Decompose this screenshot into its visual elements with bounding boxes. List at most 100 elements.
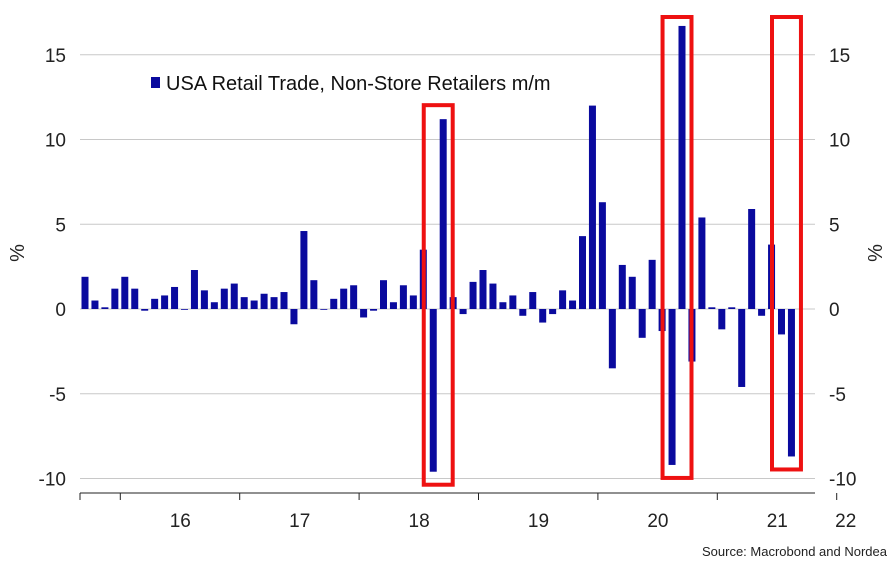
bar xyxy=(439,119,447,309)
legend-label: USA Retail Trade, Non-Store Retailers m/… xyxy=(166,73,551,95)
bar xyxy=(787,309,795,457)
legend: USA Retail Trade, Non-Store Retailers m/… xyxy=(151,73,551,95)
bar xyxy=(569,300,577,309)
y-tick-label: 0 xyxy=(829,300,840,321)
bar xyxy=(499,302,507,309)
bar xyxy=(648,259,656,309)
bar xyxy=(350,285,358,309)
y-tick-label: 5 xyxy=(829,215,840,236)
bar xyxy=(210,302,218,309)
bar xyxy=(778,309,785,335)
y-tick-label: 5 xyxy=(55,215,66,236)
bar xyxy=(370,309,378,311)
bar xyxy=(190,270,198,309)
bar xyxy=(181,309,188,310)
bar xyxy=(608,309,616,369)
bar xyxy=(360,309,368,318)
bar xyxy=(230,283,238,309)
y-axis-left-label: % xyxy=(7,244,29,262)
y-tick-label: -10 xyxy=(829,470,856,491)
bar xyxy=(519,309,527,316)
y-tick-label: -5 xyxy=(829,385,846,406)
bar xyxy=(728,307,736,309)
bar xyxy=(718,309,726,330)
bar xyxy=(698,217,706,309)
bar xyxy=(559,290,567,309)
bar xyxy=(320,309,328,310)
source-note: Source: Macrobond and Nordea xyxy=(701,544,887,559)
bar xyxy=(101,307,109,309)
bar xyxy=(290,309,298,325)
bar xyxy=(598,202,606,309)
x-tick-label: 19 xyxy=(528,511,549,532)
highlight-boxes xyxy=(421,15,803,487)
bar xyxy=(330,298,338,309)
bar xyxy=(131,288,139,309)
bar xyxy=(121,276,129,309)
y-tick-label: 10 xyxy=(45,131,66,152)
y-tick-label: 0 xyxy=(55,300,66,321)
bar xyxy=(220,288,228,309)
bar xyxy=(389,302,397,309)
bar xyxy=(579,236,586,309)
bar xyxy=(300,231,308,309)
bar xyxy=(310,280,318,309)
bar xyxy=(270,297,278,309)
bar xyxy=(91,300,99,309)
bar xyxy=(588,105,596,309)
y-axis-left: 15 10 5 0 -5 -10 xyxy=(39,46,66,491)
bar xyxy=(111,288,119,309)
y-tick-label: 15 xyxy=(45,46,66,67)
bar xyxy=(509,295,517,309)
bar xyxy=(748,208,756,309)
highlight-box xyxy=(421,103,455,487)
legend-swatch xyxy=(151,77,160,88)
y-axis-right-label: % xyxy=(865,244,887,262)
highlight-box xyxy=(770,15,803,472)
bar xyxy=(171,286,179,309)
bar xyxy=(628,276,636,309)
y-tick-label: 15 xyxy=(829,46,850,67)
y-axis-right: 15 10 5 0 -5 -10 xyxy=(829,46,856,491)
x-tick-label: 20 xyxy=(647,511,668,532)
highlight-box xyxy=(660,15,694,480)
bar xyxy=(250,300,258,309)
x-axis: 16 17 18 19 20 21 22 xyxy=(79,492,856,532)
bar xyxy=(280,292,288,309)
x-tick-label: 21 xyxy=(767,511,788,532)
bar xyxy=(489,283,497,309)
bar xyxy=(549,309,557,315)
bar xyxy=(479,270,487,309)
bar xyxy=(708,307,716,309)
bar xyxy=(380,280,387,309)
bar xyxy=(638,309,646,338)
bar xyxy=(618,264,626,309)
x-tick-label: 16 xyxy=(170,511,191,532)
bar xyxy=(141,309,149,311)
y-tick-label: -10 xyxy=(39,470,66,491)
x-tick-label: 18 xyxy=(409,511,430,532)
bar xyxy=(340,288,348,309)
y-tick-label: 10 xyxy=(829,131,850,152)
x-tick-label: 22 xyxy=(835,511,856,532)
bar xyxy=(459,309,467,315)
bar xyxy=(539,309,547,323)
bar xyxy=(678,25,686,310)
bar xyxy=(429,309,437,472)
bar xyxy=(469,281,477,309)
bar xyxy=(161,295,169,309)
bar xyxy=(81,276,89,309)
bar xyxy=(240,297,248,309)
bar xyxy=(758,309,766,316)
bar xyxy=(668,309,676,465)
x-tick-label: 17 xyxy=(289,511,310,532)
bar xyxy=(399,285,407,309)
bar xyxy=(529,292,537,309)
y-tick-label: -5 xyxy=(49,385,66,406)
bar xyxy=(260,293,268,309)
bar xyxy=(151,298,159,309)
bar xyxy=(409,295,417,309)
bar xyxy=(200,290,208,309)
bar xyxy=(738,309,746,387)
